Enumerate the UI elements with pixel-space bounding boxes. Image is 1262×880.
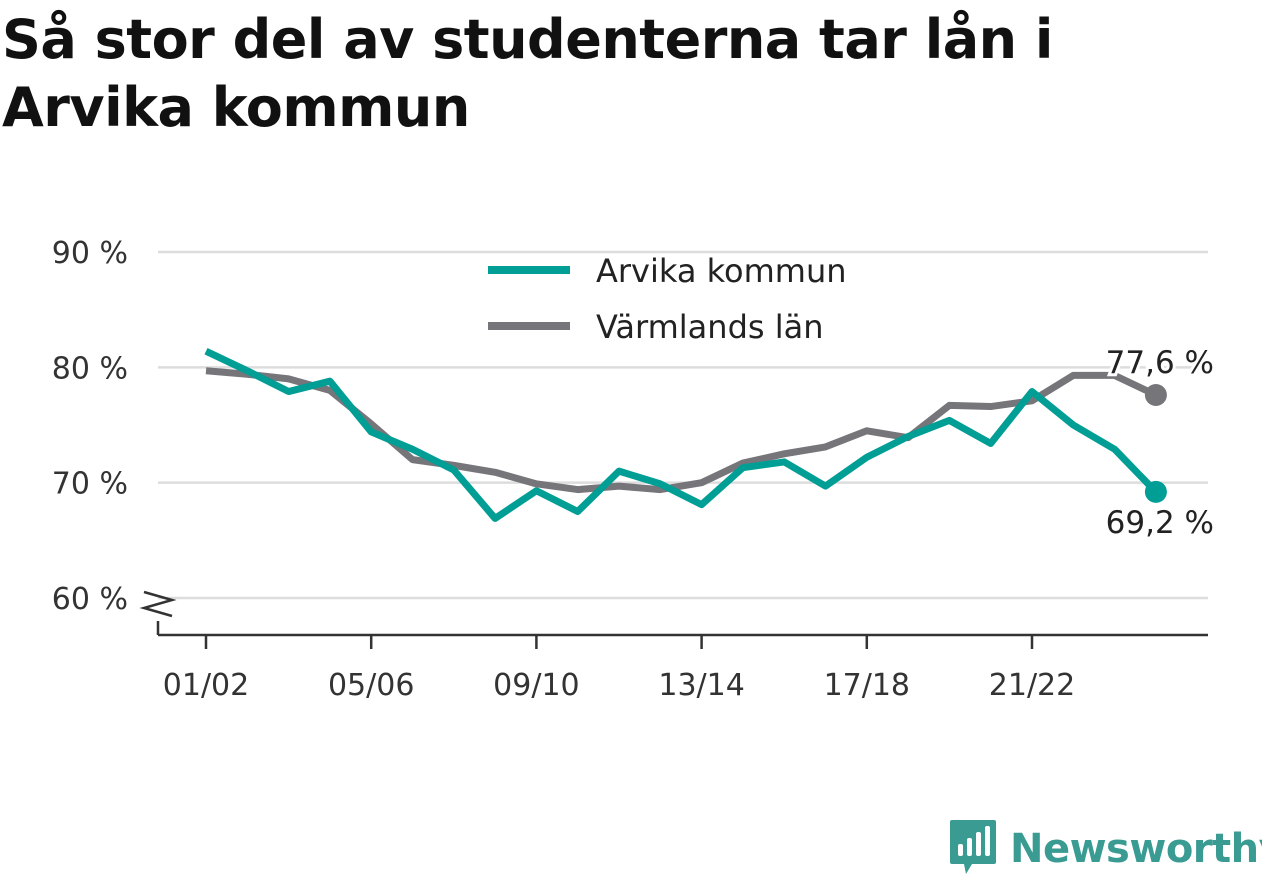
newsworthy-logo-icon xyxy=(950,820,996,874)
series-end-markers: 69,2 % 77,6 % xyxy=(1103,342,1217,544)
x-tick-label: 01/02 xyxy=(163,668,249,703)
end-value-label: 77,6 % xyxy=(1106,345,1214,381)
legend-label: Arvika kommun xyxy=(596,252,847,290)
end-value-label: 69,2 % xyxy=(1106,505,1214,541)
y-tick-label: 80 % xyxy=(52,351,128,386)
series-lines xyxy=(204,348,1159,522)
newsworthy-logo: Newsworthy xyxy=(948,818,1262,880)
grid-lines xyxy=(158,250,1208,600)
y-tick-label: 60 % xyxy=(52,582,128,617)
series-line-varmland xyxy=(205,367,1158,494)
x-tick-label: 17/18 xyxy=(824,668,910,703)
end-point-marker xyxy=(1144,480,1167,503)
chart-title: Så stor del av studenterna tar lån i Arv… xyxy=(2,8,1053,139)
x-tick-label: 21/22 xyxy=(989,668,1075,703)
axis-break-mark xyxy=(139,590,177,618)
x-axis xyxy=(139,590,1208,649)
brand-name: Newsworthy xyxy=(1010,826,1262,872)
series-line-arvika xyxy=(204,348,1159,522)
legend: Arvika kommun Värmlands län xyxy=(488,252,847,346)
x-tick-label: 05/06 xyxy=(328,668,414,703)
x-tick-label: 13/14 xyxy=(658,668,744,703)
x-axis-tick-labels: 01/02 05/06 09/10 13/14 17/18 21/22 xyxy=(163,668,1075,703)
end-point-marker xyxy=(1144,384,1167,407)
y-tick-label: 90 % xyxy=(52,236,128,271)
y-axis-tick-labels: 60 % 70 % 80 % 90 % xyxy=(52,236,128,617)
y-tick-label: 70 % xyxy=(52,467,128,502)
x-tick-label: 09/10 xyxy=(493,668,579,703)
legend-label: Värmlands län xyxy=(596,308,824,346)
